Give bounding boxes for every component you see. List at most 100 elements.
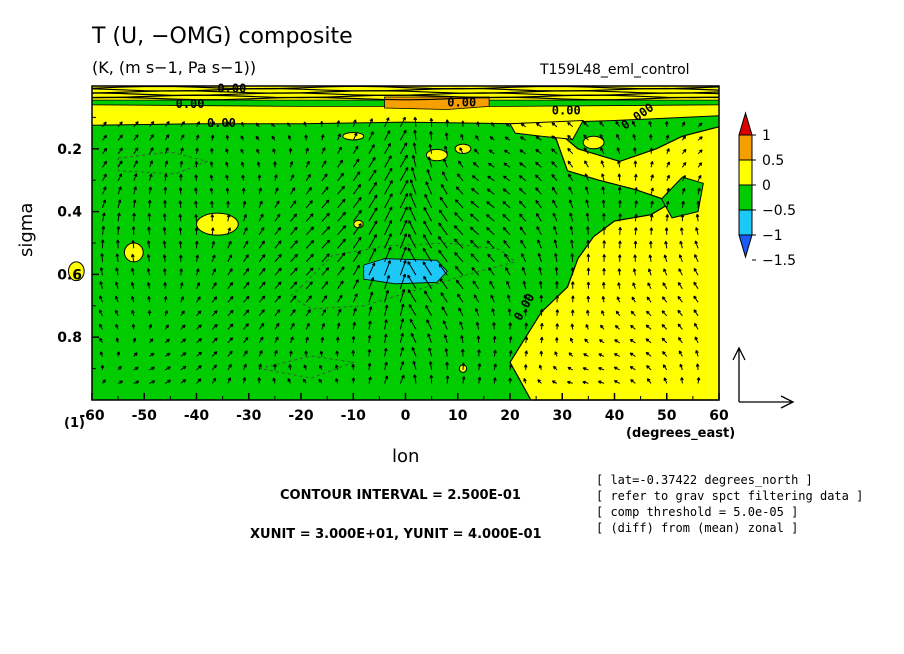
wind-vector [257, 174, 262, 181]
wind-vector [368, 291, 374, 303]
wind-vector [493, 377, 497, 384]
wind-vector [697, 162, 703, 168]
wind-vector [429, 374, 434, 384]
y-tick-label: 0.2 [57, 142, 82, 158]
wind-vector [454, 265, 464, 276]
wind-vector [491, 308, 495, 316]
wind-vector [615, 120, 621, 128]
wind-vector [337, 294, 343, 303]
wind-vector [408, 233, 417, 249]
wind-vector [290, 240, 298, 249]
wind-vector [290, 267, 298, 276]
wind-vector [502, 188, 511, 195]
wind-vector [148, 173, 153, 181]
wind-vector [352, 119, 357, 127]
wind-vector [102, 147, 108, 155]
wind-vector [162, 240, 167, 249]
wind-vector [646, 310, 652, 317]
x-tick-label: 20 [500, 408, 520, 424]
wind-vector [211, 268, 216, 276]
wind-vector [368, 156, 376, 168]
contour-label: 0.00 [207, 116, 236, 130]
negative-contour [259, 355, 355, 379]
wind-vector [650, 187, 654, 195]
wind-vector [303, 364, 308, 371]
wind-vector [679, 363, 683, 371]
wind-vector [646, 365, 652, 371]
wind-vector [227, 377, 231, 384]
wind-vector [335, 336, 340, 343]
wind-vector [488, 149, 495, 155]
wind-vector [319, 364, 323, 371]
wind-vector [384, 117, 390, 128]
wind-vector [117, 199, 122, 208]
wind-vector [680, 214, 685, 222]
wind-vector [149, 147, 154, 155]
wind-vector [661, 337, 668, 344]
wind-vector [666, 161, 670, 168]
wind-vector [383, 347, 388, 357]
wind-vector [164, 134, 170, 141]
wind-vector [633, 147, 637, 154]
wind-vector [352, 223, 362, 236]
wind-vector [196, 310, 202, 317]
wind-vector [486, 227, 495, 236]
wind-vector [486, 214, 495, 222]
wind-vector [211, 351, 218, 357]
wind-vector [677, 295, 683, 303]
wind-vector [321, 267, 330, 276]
wind-vector [399, 219, 408, 236]
wind-vector [537, 379, 542, 384]
wind-vector [502, 201, 511, 209]
wind-vector [194, 174, 198, 181]
wind-vector [570, 281, 575, 289]
wind-vector [180, 121, 185, 128]
wind-vector [351, 377, 356, 384]
wind-vector [477, 349, 481, 357]
wind-vector [631, 296, 636, 303]
wind-vector [384, 319, 388, 330]
wind-vector [460, 335, 464, 343]
wind-vector [368, 194, 378, 209]
wind-vector [241, 121, 245, 127]
wind-vector [555, 337, 559, 343]
wind-vector [679, 240, 683, 249]
wind-vector [568, 173, 574, 182]
wind-vector [487, 175, 495, 182]
wind-vector [102, 134, 108, 141]
wind-vector [427, 156, 433, 168]
wind-vector [554, 267, 559, 276]
x-tick-label: -50 [132, 408, 158, 424]
wind-vector [321, 160, 327, 168]
wind-vector [443, 334, 448, 344]
x-tick-label: 10 [448, 408, 468, 424]
wind-vector [442, 320, 448, 330]
wind-vector [240, 135, 244, 141]
wind-vector [337, 172, 345, 182]
wind-vector [693, 309, 699, 317]
wind-vector [538, 266, 542, 276]
contour-label: 0.00 [176, 97, 205, 111]
wind-vector [407, 289, 417, 303]
wind-vector [147, 296, 151, 303]
wind-vector [352, 293, 358, 303]
wind-vector [258, 200, 263, 208]
wind-vector [164, 352, 171, 357]
wind-vector [424, 193, 433, 209]
wind-vector [586, 253, 591, 262]
wind-vector [305, 267, 314, 276]
wind-vector [287, 135, 292, 141]
wind-vector [475, 135, 480, 141]
wind-vector [210, 134, 215, 141]
wind-vector [164, 160, 169, 168]
wind-vector [337, 185, 345, 195]
wind-vector [583, 121, 589, 128]
wind-vector [678, 268, 683, 276]
wind-vector [274, 253, 282, 263]
colorbar-label: −1 [762, 228, 783, 244]
wind-vector [290, 213, 298, 222]
wind-vector [665, 134, 670, 141]
wind-vector [695, 363, 700, 370]
wind-vector [477, 363, 482, 370]
wind-vector [337, 308, 342, 317]
